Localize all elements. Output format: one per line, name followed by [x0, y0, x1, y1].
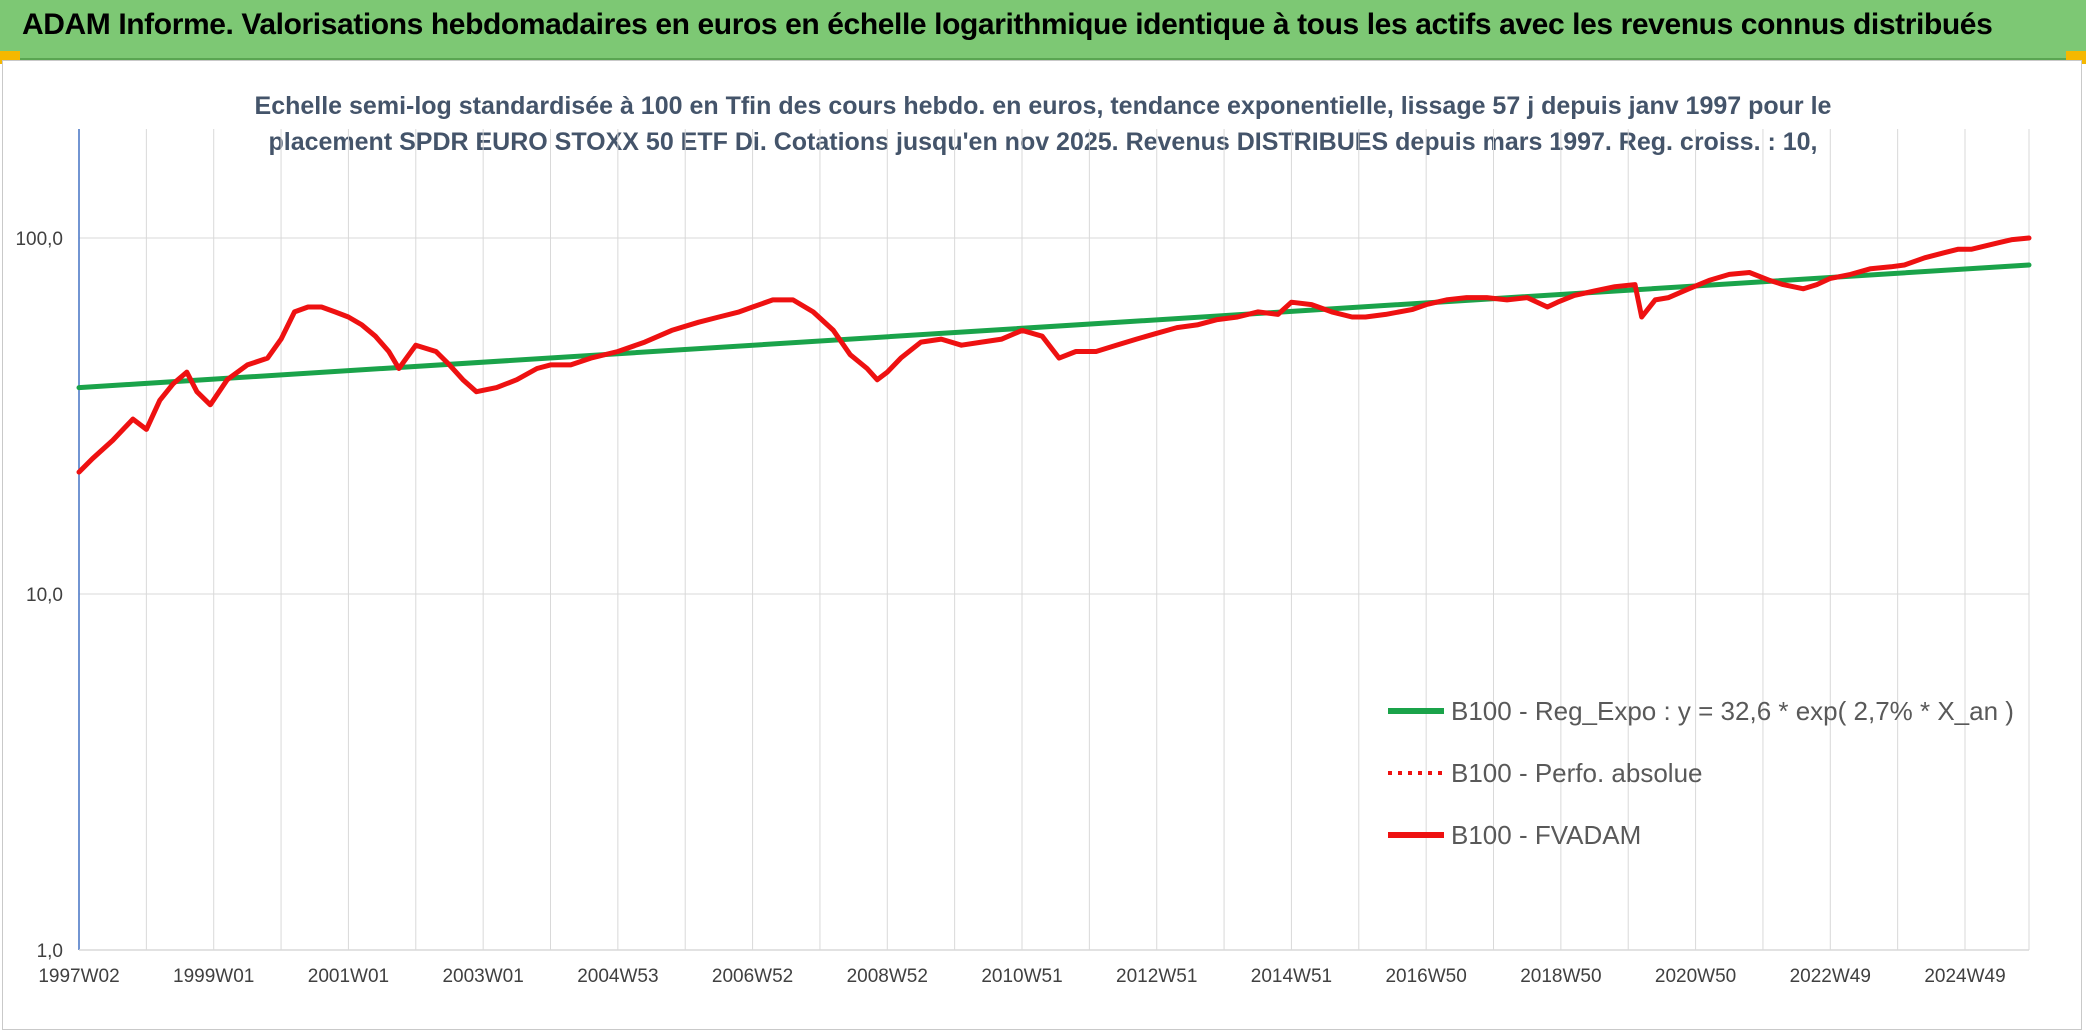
- x-tick-label: 2010W51: [981, 966, 1062, 987]
- x-tick-label: 2006W52: [712, 966, 793, 987]
- chart-subtitle-line: placement SPDR EURO STOXX 50 ETF Di. Cot…: [269, 128, 1818, 156]
- report-title: ADAM Informe. Valorisations hebdomadaire…: [22, 8, 1993, 41]
- y-tick-label: 100,0: [15, 229, 63, 250]
- x-tick-label: 2001W01: [308, 966, 389, 987]
- x-tick-label: 2016W50: [1385, 966, 1466, 987]
- y-tick-label: 10,0: [26, 585, 63, 606]
- x-tick-label: 2004W53: [577, 966, 658, 987]
- legend-label: B100 - FVADAM: [1451, 820, 1641, 850]
- y-tick-label: 1,0: [37, 941, 63, 962]
- report-header: ADAM Informe. Valorisations hebdomadaire…: [0, 0, 2086, 60]
- x-tick-label: 2008W52: [847, 966, 928, 987]
- x-tick-label: 2024W49: [1924, 966, 2005, 987]
- x-tick-label: 2014W51: [1251, 966, 1332, 987]
- x-tick-label: 2022W49: [1790, 966, 1871, 987]
- series-line: [76, 235, 2032, 475]
- trend-line: [76, 262, 2032, 391]
- legend-label: B100 - Reg_Expo : y = 32,6 * exp( 2,7% *…: [1451, 696, 2014, 726]
- x-tick-label: 2003W01: [442, 966, 523, 987]
- chart-svg: Echelle semi-log standardisée à 100 en T…: [15, 92, 2032, 987]
- legend-label: B100 - Perfo. absolue: [1451, 758, 1703, 788]
- chart-area: Echelle semi-log standardisée à 100 en T…: [2, 60, 2082, 1030]
- chart-subtitle-line: Echelle semi-log standardisée à 100 en T…: [255, 92, 1832, 120]
- x-tick-label: 2020W50: [1655, 966, 1736, 987]
- x-tick-label: 1997W02: [38, 966, 119, 987]
- x-tick-label: 2018W50: [1520, 966, 1601, 987]
- x-tick-label: 1999W01: [173, 966, 254, 987]
- x-tick-label: 2012W51: [1116, 966, 1197, 987]
